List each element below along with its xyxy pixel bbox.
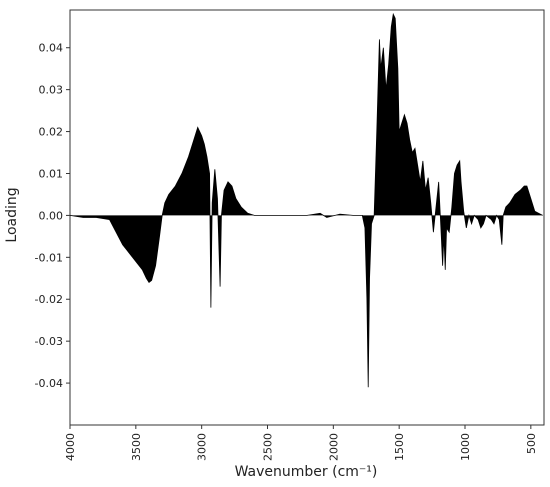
plot-frame — [69, 9, 545, 426]
x-tick-label: 4000 — [64, 433, 77, 461]
x-tick-label: 3000 — [196, 433, 209, 461]
y-tick-label: 0.02 — [39, 126, 64, 139]
x-axis-title: Wavenumber (cm⁻¹) — [235, 464, 378, 480]
y-tick-label: 0.00 — [39, 209, 64, 222]
y-tick-label: -0.01 — [35, 251, 63, 264]
x-tick-label: 2500 — [262, 433, 275, 461]
x-tick-label: 1000 — [459, 433, 472, 461]
x-tick-label: 3500 — [130, 433, 143, 461]
loading-area — [69, 12, 543, 388]
x-tick-label: 500 — [525, 433, 538, 454]
x-tick-label: 1500 — [393, 433, 406, 461]
y-axis-title: Loading — [4, 187, 20, 242]
y-tick-label: 0.01 — [39, 167, 64, 180]
y-tick-label: -0.02 — [35, 293, 63, 306]
y-tick-label: 0.03 — [39, 84, 64, 97]
y-tick-label: -0.04 — [35, 377, 63, 390]
y-tick-label: -0.03 — [35, 335, 63, 348]
y-tick-label: 0.04 — [39, 42, 64, 55]
x-tick-label: 2000 — [327, 433, 340, 461]
